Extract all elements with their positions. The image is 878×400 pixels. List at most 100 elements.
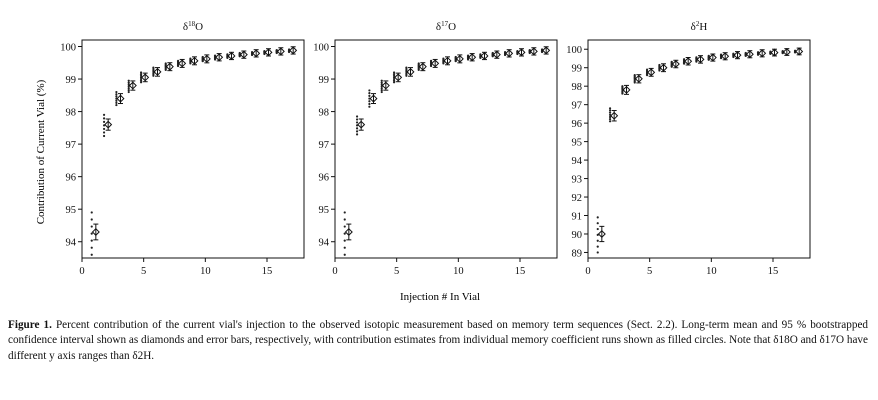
run-estimate-dot <box>608 115 612 119</box>
run-estimate-dot <box>275 48 278 52</box>
run-estimate-dot <box>392 77 396 81</box>
run-estimate-dot <box>90 232 93 235</box>
mean-diamond <box>468 53 477 62</box>
mean-diamond <box>104 120 113 129</box>
y-tick-label: 95 <box>572 138 583 149</box>
run-estimate-dot <box>608 109 612 112</box>
mean-diamond <box>276 47 285 56</box>
mean-diamond <box>369 94 378 103</box>
y-tick-label: 92 <box>572 193 583 204</box>
run-estimate-dot <box>127 87 130 90</box>
mean-diamond <box>215 53 224 62</box>
run-estimate-dot <box>442 57 445 60</box>
run-estimate-dot <box>695 56 698 59</box>
run-estimate-dot <box>380 81 383 84</box>
run-estimate-dot <box>368 100 371 103</box>
run-estimate-dot <box>90 218 93 221</box>
run-estimate-dot <box>152 66 155 69</box>
run-estimate-dot <box>454 55 457 59</box>
mean-diamond <box>542 46 551 55</box>
run-estimate-dot <box>343 218 346 221</box>
run-estimate-dot <box>90 246 93 249</box>
x-tick-label: 5 <box>394 266 399 277</box>
run-estimate-dot <box>528 48 531 52</box>
y-tick-label: 96 <box>319 173 330 184</box>
mean-diamond <box>770 48 779 57</box>
run-estimate-dot <box>368 89 371 92</box>
run-estimate-dot <box>516 49 519 53</box>
run-estimate-dot <box>491 51 494 55</box>
run-estimate-dot <box>645 68 649 71</box>
run-estimate-dot <box>380 79 383 82</box>
run-estimate-dot <box>263 49 266 53</box>
run-estimate-dot <box>127 79 130 82</box>
run-estimate-dot <box>343 211 346 214</box>
y-tick-label: 99 <box>319 75 330 86</box>
mean-diamond <box>795 47 804 56</box>
mean-diamond <box>758 49 767 58</box>
run-estimate-dot <box>633 74 636 77</box>
run-estimate-dot <box>139 73 143 76</box>
mean-diamond <box>394 73 403 82</box>
run-estimate-dot <box>380 90 383 94</box>
mean-diamond <box>178 59 187 68</box>
run-estimate-dot <box>102 134 106 138</box>
run-estimate-dot <box>139 74 143 77</box>
mean-diamond <box>622 85 631 94</box>
caption-text: Percent contribution of the current vial… <box>8 319 868 362</box>
run-estimate-dot <box>608 111 612 114</box>
run-estimate-dot <box>355 118 359 121</box>
run-estimate-dot <box>368 102 371 106</box>
x-tick-label: 15 <box>768 266 779 277</box>
x-tick-label: 5 <box>647 266 652 277</box>
run-estimate-dot <box>102 127 106 131</box>
mean-diamond <box>289 46 298 55</box>
mean-diamond <box>406 67 415 76</box>
run-estimate-dot <box>213 54 217 57</box>
run-estimate-dot <box>355 133 359 136</box>
x-tick-label: 15 <box>515 266 526 277</box>
x-axis-label: Injection # In Vial <box>400 291 480 303</box>
run-estimate-dot <box>392 81 396 84</box>
y-tick-label: 96 <box>66 173 77 184</box>
y-tick-label: 100 <box>313 43 329 54</box>
run-estimate-dot <box>250 50 254 54</box>
y-tick-label: 96 <box>572 119 583 130</box>
mean-diamond <box>505 49 514 58</box>
run-estimate-dot <box>466 54 470 57</box>
mean-diamond <box>696 55 705 64</box>
run-estimate-dot <box>139 71 143 74</box>
plot-frame <box>334 39 558 259</box>
mean-diamond <box>165 62 174 71</box>
x-tick-label: 10 <box>200 266 211 277</box>
mean-diamond <box>431 59 440 68</box>
mean-diamond <box>733 51 742 60</box>
run-estimate-dot <box>368 105 371 108</box>
run-estimate-dot <box>343 253 346 256</box>
run-estimate-dot <box>596 216 599 219</box>
x-tick-label: 0 <box>332 266 337 277</box>
mean-diamond <box>344 227 353 236</box>
run-estimate-dot <box>596 239 599 242</box>
figure-charts: Contribution of Current Vial (%) Injecti… <box>35 20 811 303</box>
run-estimate-dot <box>201 55 204 59</box>
run-estimate-dot <box>670 60 673 63</box>
run-estimate-dot <box>139 79 143 82</box>
run-estimate-dot <box>682 58 686 61</box>
run-estimate-dot <box>658 63 661 67</box>
mean-diamond <box>239 50 248 59</box>
mean-diamond <box>684 57 693 66</box>
run-estimate-dot <box>238 51 241 55</box>
mean-diamond <box>529 47 538 56</box>
run-estimate-dot <box>355 115 359 118</box>
mean-diamond <box>264 48 273 57</box>
mean-diamond <box>128 81 137 90</box>
run-estimate-dot <box>139 76 143 79</box>
mean-diamond <box>418 62 427 71</box>
run-estimate-dot <box>115 97 118 100</box>
mean-diamond <box>190 56 199 65</box>
run-estimate-dot <box>503 50 507 54</box>
run-estimate-dot <box>417 62 420 65</box>
mean-diamond <box>597 229 606 238</box>
